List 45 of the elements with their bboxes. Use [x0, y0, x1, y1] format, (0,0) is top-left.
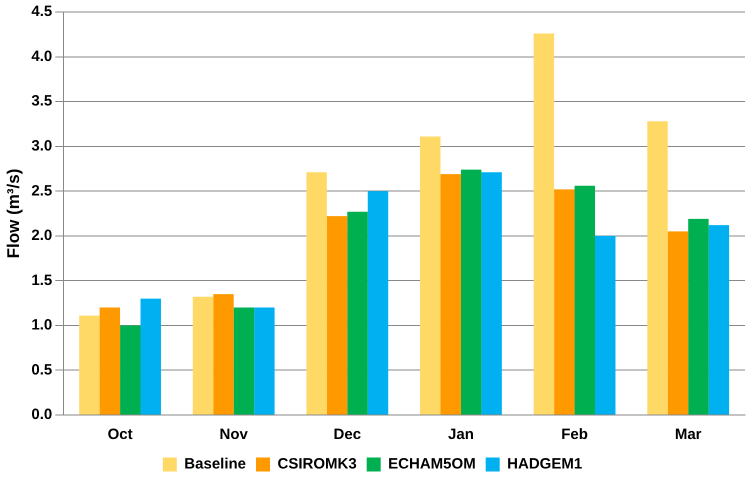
bar: [534, 33, 554, 414]
bar: [213, 294, 234, 414]
y-tick-label: 3.5: [31, 92, 52, 110]
y-tick-label: 0.5: [31, 361, 52, 378]
y-tick-label: 0.0: [31, 406, 52, 424]
x-tick-label: Feb: [561, 426, 588, 444]
bar: [254, 308, 275, 414]
y-tick-label: 4.5: [31, 3, 52, 20]
bar: [368, 191, 388, 414]
legend-label: Baseline: [184, 456, 246, 473]
y-tick-label: 2.5: [31, 182, 52, 200]
bar: [100, 308, 120, 414]
legend-label: HADGEM1: [507, 456, 582, 473]
legend-label: CSIROMK3: [278, 456, 357, 473]
bar: [688, 218, 709, 414]
y-tick-label: 1.5: [31, 272, 52, 289]
y-tick-label: 3.0: [31, 137, 52, 154]
bar: [595, 236, 616, 414]
y-axis-title: Flow (m³/s): [4, 168, 23, 258]
bar: [554, 189, 575, 414]
y-tick-label: 2.0: [31, 227, 52, 244]
bar: [460, 170, 482, 414]
x-tick-label: Dec: [334, 426, 362, 444]
bar: [234, 308, 254, 414]
bar: [668, 231, 688, 414]
bar: [79, 316, 100, 414]
y-tick-label: 1.0: [31, 316, 52, 334]
y-tick-label: 4.0: [31, 48, 52, 65]
bar: [647, 121, 668, 414]
bar: [306, 172, 327, 414]
bar: [326, 216, 348, 414]
bar: [140, 298, 161, 414]
x-tick-label: Oct: [108, 426, 133, 444]
bar: [347, 212, 368, 414]
bar: [420, 136, 440, 414]
legend-label: ECHAM5OM: [388, 456, 476, 473]
bar: [708, 225, 730, 414]
bar: [120, 325, 141, 414]
x-tick-label: Mar: [674, 426, 702, 444]
bar: [192, 296, 214, 414]
x-tick-label: Jan: [448, 426, 474, 444]
bar: [440, 174, 461, 414]
bar: [574, 186, 596, 414]
bar: [481, 172, 502, 414]
x-tick-label: Nov: [220, 426, 249, 444]
